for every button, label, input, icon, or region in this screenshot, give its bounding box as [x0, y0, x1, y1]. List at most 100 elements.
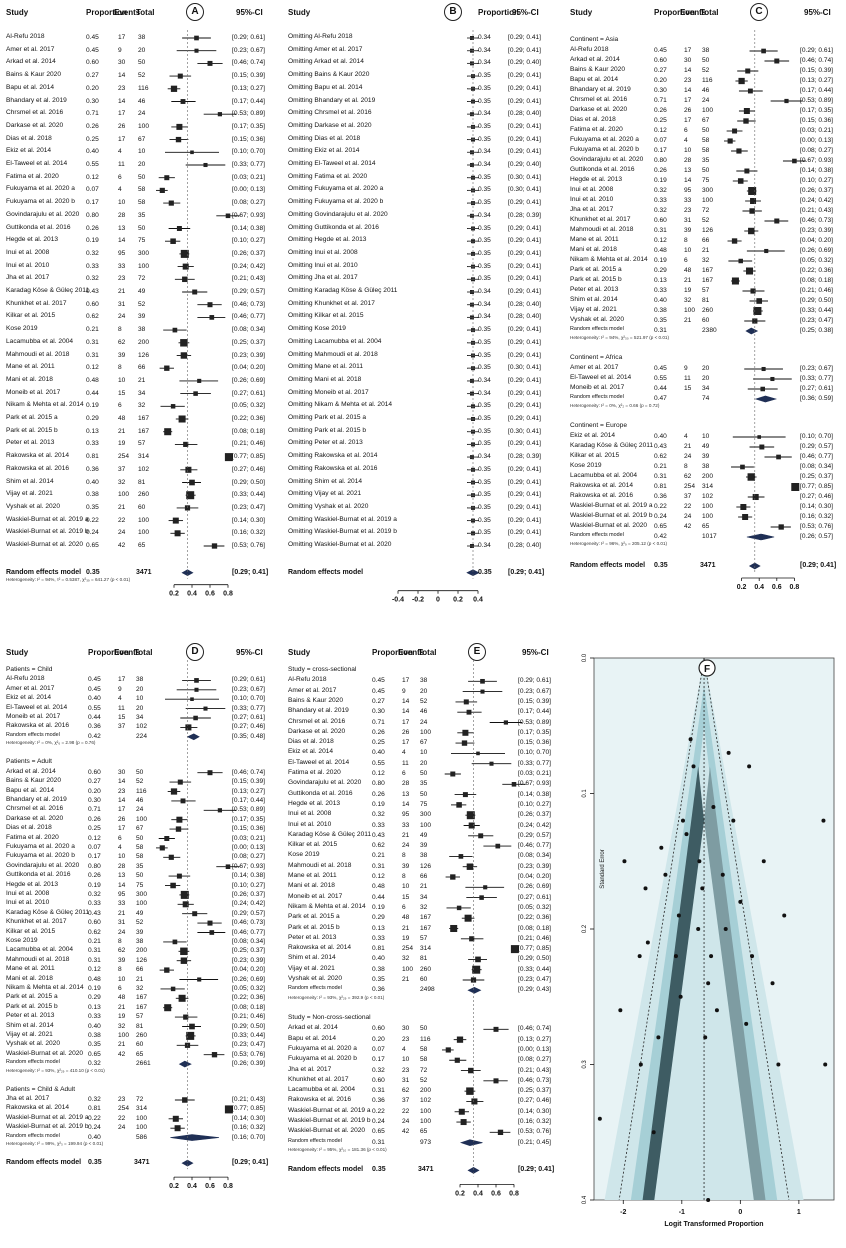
study-total: 66: [136, 966, 144, 974]
study-point: [823, 1062, 828, 1067]
column-header-proportion: Proportion: [88, 648, 129, 657]
study-name: Nikam & Mehta et al. 2014: [6, 983, 84, 991]
study-total: 167: [136, 994, 148, 1002]
study-total: 167: [138, 415, 150, 422]
study-events: 100: [402, 965, 414, 973]
forest-plot-svg: 0.2 0.4 0.6 0.8: [724, 30, 806, 591]
study-square: [450, 874, 456, 880]
study-total: 100: [136, 815, 148, 823]
study-square: [792, 158, 797, 164]
study-proportion: 0.38: [372, 965, 385, 973]
study-ci: [0.14; 0.30]: [232, 516, 265, 524]
study-events: 10: [684, 247, 692, 254]
study-ci: [0.24; 0.42]: [518, 821, 551, 829]
study-name: Amer et al. 2017: [288, 686, 337, 694]
column-header-study: Study: [288, 8, 311, 17]
study-square: [466, 1087, 474, 1095]
study-events: 22: [402, 1107, 410, 1115]
y-tick-label: 0.4: [582, 1195, 588, 1204]
study-total: 116: [420, 1035, 431, 1043]
study-name: Mahmoudi et al. 2018: [6, 350, 70, 358]
study-name: Shim et al. 2014: [6, 1021, 54, 1029]
study-events: 4: [684, 433, 688, 440]
study-total: 67: [702, 117, 710, 124]
study-square: [225, 864, 231, 869]
study-proportion: 0.13: [86, 427, 99, 435]
x-tick-label: 0.8: [223, 1183, 233, 1190]
study-ci: [0.14; 0.30]: [800, 503, 833, 510]
study-ci: [0.24; 0.42]: [232, 262, 265, 270]
study-total: 260: [138, 491, 150, 499]
study-ci: [0.17; 0.44]: [800, 87, 833, 94]
study-ci: [0.53; 0.89]: [800, 97, 833, 104]
study-name: Kose 2019: [6, 325, 38, 333]
study-ci: [0.53; 0.89]: [518, 718, 551, 726]
study-events: 6: [118, 834, 122, 842]
panel-label: D: [186, 643, 204, 661]
study-square: [475, 956, 481, 963]
study-square: [471, 1098, 478, 1105]
study-events: 254: [402, 945, 414, 953]
subgroup-pooled-label: Random effects model: [570, 532, 624, 538]
study-proportion: 0.34: [478, 300, 491, 308]
study-ci: [0.29; 0.61]: [518, 677, 551, 685]
study-events: 14: [118, 881, 126, 889]
study-name: Bhandary et al. 2019: [288, 707, 349, 715]
study-square: [194, 687, 199, 692]
study-events: 4: [684, 137, 688, 144]
study-total: 58: [420, 1045, 428, 1053]
column-header-events: Events: [398, 648, 425, 657]
study-ci: [0.46; 0.73]: [518, 1076, 551, 1084]
study-name: Mane et al. 2011: [288, 872, 337, 879]
subgroup-title: Patients = Child & Adult: [6, 1085, 76, 1093]
study-proportion: 0.34: [478, 110, 491, 118]
study-square: [784, 98, 789, 104]
study-name: Ekiz et al. 2014: [6, 147, 52, 155]
study-proportion: 0.32: [654, 187, 667, 194]
subgroup-diamond: [754, 395, 778, 403]
study-events: 23: [118, 1096, 126, 1103]
study-events: 13: [684, 167, 692, 174]
study-proportion: 0.45: [88, 676, 101, 684]
study-ci: [0.29; 0.41]: [508, 262, 541, 270]
study-square: [466, 863, 474, 870]
study-square: [175, 826, 182, 832]
study-events: 13: [118, 872, 126, 880]
study-square: [190, 697, 194, 702]
study-proportion: 0.27: [86, 72, 99, 80]
study-ci: [0.29; 0.41]: [508, 237, 541, 245]
panel-label-circle: [698, 659, 716, 677]
study-ci: [0.21; 0.46]: [232, 1013, 265, 1021]
study-events: 254: [118, 453, 130, 461]
study-square: [738, 258, 743, 264]
study-total: 200: [136, 947, 148, 955]
study-proportion: 0.12: [654, 127, 667, 134]
study-square: [164, 836, 170, 841]
study-proportion: 0.26: [86, 122, 99, 130]
study-events: 100: [684, 307, 696, 314]
study-events: 26: [402, 728, 410, 736]
study-events: 62: [684, 473, 692, 480]
study-total: 66: [138, 364, 146, 372]
study-ci: [0.10; 0.70]: [232, 695, 265, 703]
study-ci: [0.10; 0.70]: [800, 433, 833, 440]
study-ci: [0.16; 0.32]: [232, 529, 265, 537]
study-ci: [0.23; 0.47]: [518, 976, 551, 983]
study-events: 17: [684, 47, 692, 54]
study-square: [460, 1119, 467, 1126]
study-square: [174, 1125, 181, 1132]
study-square: [177, 73, 183, 79]
study-total: 20: [138, 161, 146, 168]
study-events: 24: [118, 1124, 126, 1132]
study-square: [462, 792, 468, 798]
study-ci: [0.00; 0.13]: [232, 186, 265, 194]
study-events: 11: [118, 161, 125, 168]
study-square: [478, 833, 484, 839]
study-events: 95: [118, 249, 126, 257]
study-name: Omitting Hegde et al. 2013: [288, 236, 367, 244]
subgroup-total: 973: [420, 1138, 432, 1146]
study-ci: [0.14; 0.38]: [518, 790, 551, 798]
x-tick-label: 0.4: [754, 584, 764, 591]
study-proportion: 0.45: [86, 34, 99, 41]
study-proportion: 0.35: [478, 491, 491, 499]
